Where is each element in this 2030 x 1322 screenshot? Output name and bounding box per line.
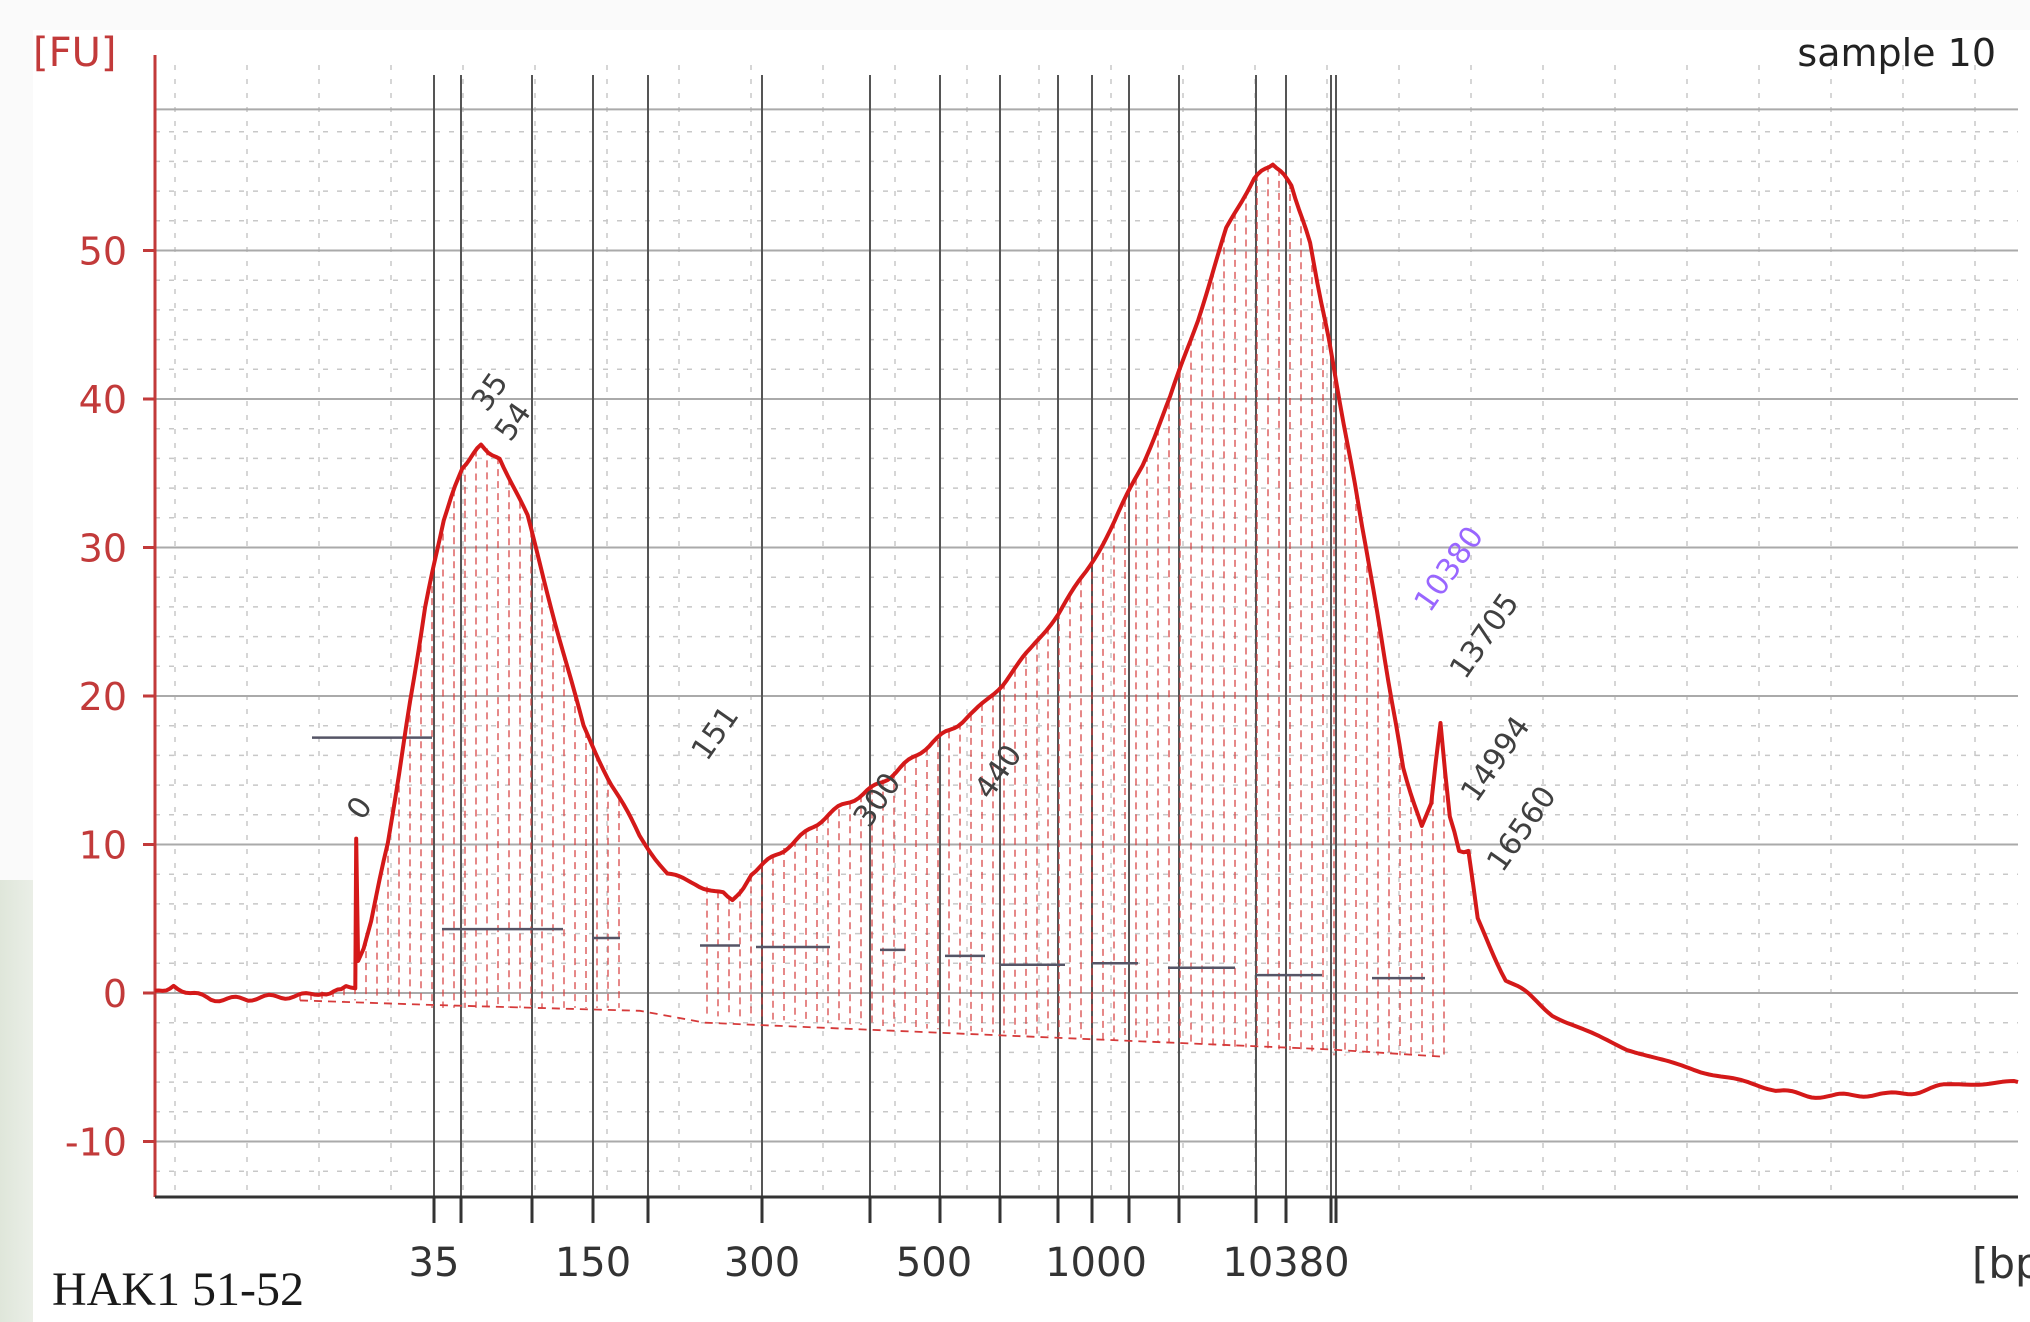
peak-annotation-label: 10380 [1408, 520, 1491, 618]
chart-title: sample 10 [1797, 31, 1996, 75]
y-tick-label: 10 [79, 824, 127, 868]
chart-axes [143, 55, 2018, 1223]
trace-layer [154, 162, 2019, 1100]
y-tick-label: 40 [79, 378, 127, 422]
baseline [299, 999, 1446, 1058]
y-tick-label: -10 [65, 1121, 127, 1165]
plot-panel [33, 30, 2030, 1322]
x-tick-label: 150 [555, 1240, 631, 1286]
peak-annotation-label: 0 [340, 791, 380, 827]
x-tick-label: 10380 [1222, 1240, 1349, 1286]
peak-region-fills [299, 165, 1446, 1058]
y-axis-label: [FU] [33, 30, 117, 76]
peak-annotation-label: 151 [685, 700, 747, 767]
x-tick-label: 35 [409, 1240, 460, 1286]
x-axis-label: [bp] [1972, 1239, 2030, 1288]
x-tick-label: 300 [724, 1240, 800, 1286]
y-tick-labels: -10 0 10 20 30 40 50 [65, 230, 127, 1165]
size-marker-lines [433, 75, 1337, 1197]
peak-annotation-label: 440 [968, 738, 1030, 805]
peak-annotation-label: 300 [847, 767, 909, 834]
trace-line [154, 162, 2019, 1100]
peak-annotation-label: 16560 [1480, 780, 1563, 878]
x-tick-label: 1000 [1045, 1240, 1147, 1286]
x-tick-labels: 35 150 300 500 1000 10380 [409, 1240, 1350, 1286]
y-tick-label: 50 [79, 230, 127, 274]
y-tick-label: 30 [79, 527, 127, 571]
y-tick-label: 20 [79, 675, 127, 719]
x-tick-label: 500 [896, 1240, 972, 1286]
sample-caption: HAK1 51-52 [52, 1263, 304, 1316]
y-tick-label: 0 [103, 972, 127, 1016]
